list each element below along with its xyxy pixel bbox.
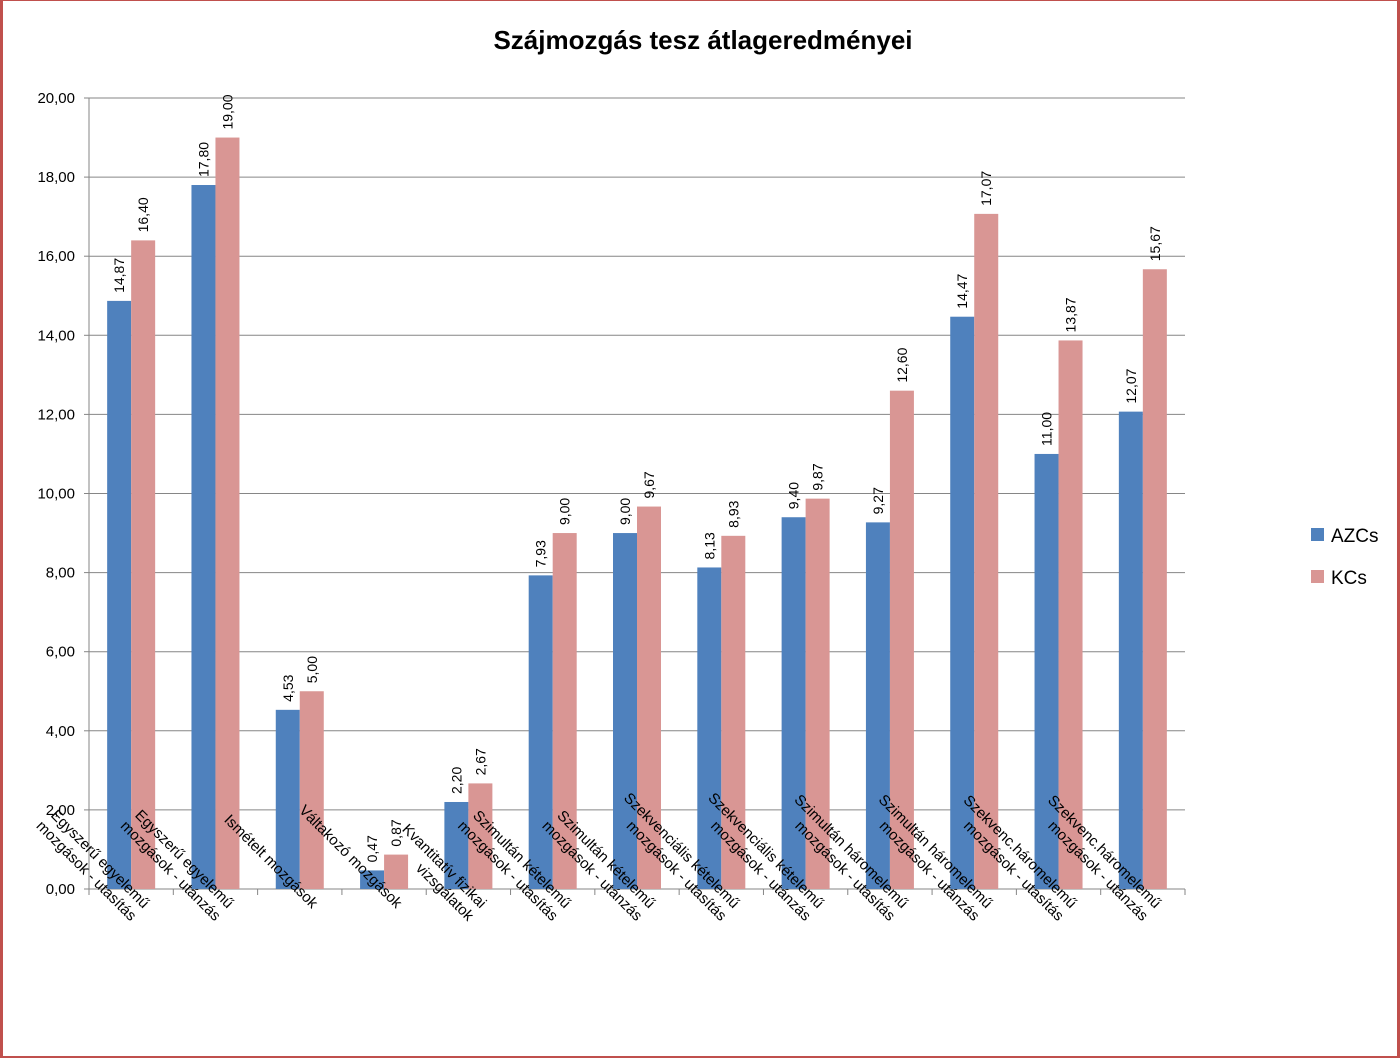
y-tick-label: 12,00 <box>37 406 75 423</box>
data-label: 15,67 <box>1147 226 1163 261</box>
data-label: 9,00 <box>617 498 633 525</box>
data-label: 13,87 <box>1063 297 1079 332</box>
data-label: 2,67 <box>472 748 488 775</box>
data-label: 9,87 <box>810 463 826 490</box>
bar-azcs <box>865 522 890 889</box>
bar-azcs <box>1034 453 1059 889</box>
data-label: 14,47 <box>954 273 970 308</box>
bar-kcs <box>1142 269 1167 890</box>
data-label: 12,60 <box>894 347 910 382</box>
bar-kcs <box>974 213 999 890</box>
bar-azcs <box>444 801 469 889</box>
data-label: 9,67 <box>641 471 657 498</box>
y-tick-label: 4,00 <box>46 723 75 740</box>
y-tick-label: 14,00 <box>37 327 75 344</box>
legend: AZCs KCs <box>1311 526 1379 589</box>
bar-azcs <box>950 316 975 889</box>
bar-chart: Szájmozgás tesz átlageredményei 0,00 2,00… <box>33 25 1379 925</box>
data-label: 9,27 <box>870 487 886 514</box>
y-tick-label: 8,00 <box>46 565 75 582</box>
data-label: 8,93 <box>725 500 741 527</box>
bar-azcs <box>697 567 722 889</box>
legend-label-kcs: KCs <box>1331 568 1367 589</box>
data-label: 9,00 <box>557 498 573 525</box>
bar-azcs <box>107 300 132 890</box>
bar-azcs <box>613 533 637 889</box>
y-tick-label: 18,00 <box>37 169 75 186</box>
data-label: 19,00 <box>219 94 235 129</box>
data-label: 8,13 <box>701 532 717 559</box>
bar-kcs <box>721 535 746 889</box>
bar-kcs <box>468 783 493 889</box>
y-tick-label: 10,00 <box>37 486 75 503</box>
bar-kcs <box>552 533 577 889</box>
y-tick-label: 2,00 <box>46 802 75 819</box>
bar-kcs <box>299 691 324 889</box>
data-label: 5,00 <box>304 656 320 683</box>
bar-kcs <box>384 854 409 889</box>
y-tick-label: 0,00 <box>46 881 75 898</box>
chart-title: Szájmozgás tesz átlageredményei <box>493 25 912 55</box>
bar-kcs <box>889 390 914 889</box>
bar-azcs <box>360 870 385 889</box>
y-axis-ticks: 0,00 2,00 4,00 6,00 8,00 10,00 12,00 14,00 16,00… <box>37 90 75 898</box>
y-tick-label: 6,00 <box>46 644 75 661</box>
bar-azcs <box>528 575 553 889</box>
data-label: 11,00 <box>1039 412 1055 446</box>
data-label: 17,80 <box>195 142 211 177</box>
data-label: 14,87 <box>111 258 127 293</box>
data-label: 17,07 <box>978 171 994 206</box>
bar-azcs <box>191 185 216 889</box>
data-label: 9,40 <box>786 482 802 509</box>
data-label: 0,47 <box>364 835 380 862</box>
data-label: 4,53 <box>280 674 296 701</box>
data-label: 12,07 <box>1123 368 1139 403</box>
bar-kcs <box>1058 340 1083 889</box>
data-label: 0,87 <box>388 819 404 846</box>
legend-label-azcs: AZCs <box>1331 526 1379 547</box>
y-tick-label: 16,00 <box>37 248 75 265</box>
bar-azcs <box>781 517 806 889</box>
y-tick-label: 20,00 <box>37 90 75 107</box>
bar-kcs <box>215 137 240 890</box>
data-label: 16,40 <box>135 197 151 232</box>
legend-swatch-azcs <box>1311 528 1324 541</box>
data-label: 2,20 <box>448 767 464 794</box>
data-labels: 14,87 17,80 4,53 0,47 2,20 7,93 9,00 8,13 9,40 9,… <box>111 94 1163 862</box>
bar-kcs <box>805 498 830 889</box>
bar-kcs <box>637 506 661 889</box>
bar-kcs <box>131 240 156 889</box>
bar-azcs <box>1118 411 1143 889</box>
data-label: 7,93 <box>533 540 549 567</box>
bar-azcs <box>275 709 300 889</box>
bars <box>107 137 1167 890</box>
legend-swatch-kcs <box>1311 570 1324 583</box>
